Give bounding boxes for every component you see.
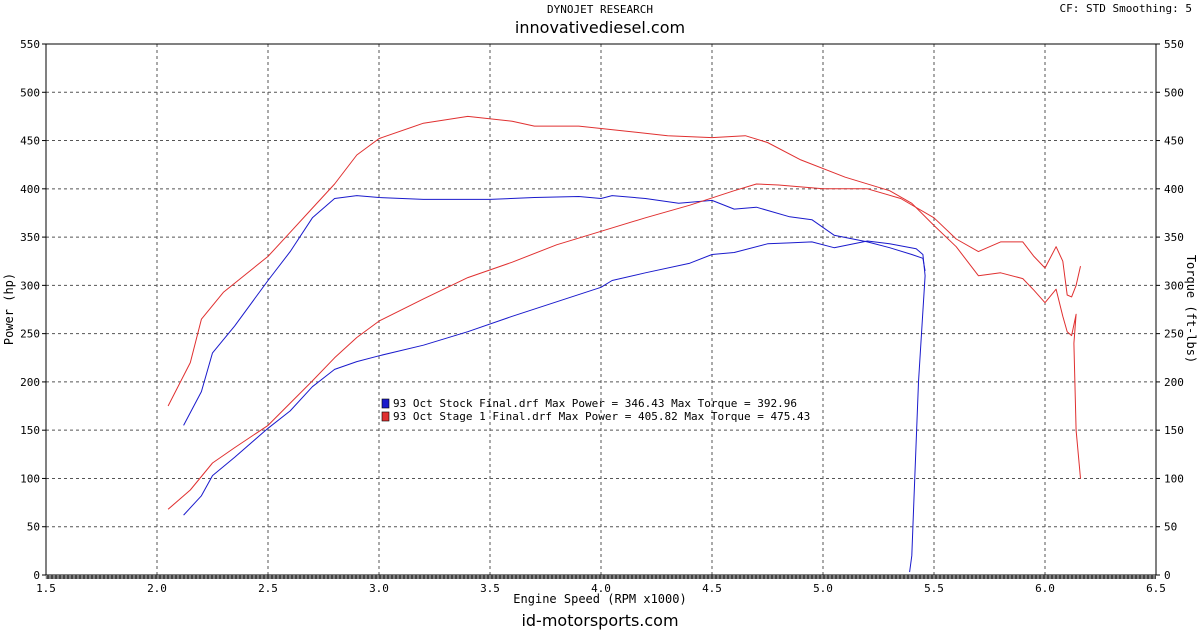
y2-axis-title: Torque (ft-lbs) xyxy=(1184,255,1198,363)
legend-swatch-stage1 xyxy=(381,411,390,422)
x-tick-label: 1.5 xyxy=(36,582,56,595)
y2-tick-label: 50 xyxy=(1164,521,1177,534)
y2-tick-label: 0 xyxy=(1164,569,1171,582)
y-tick-label: 350 xyxy=(20,231,40,244)
y-tick-label: 100 xyxy=(20,472,40,485)
y-tick-label: 200 xyxy=(20,376,40,389)
brand-label: DYNOJET RESEARCH xyxy=(547,3,653,16)
x-tick-label: 5.0 xyxy=(813,582,833,595)
y2-tick-label: 500 xyxy=(1164,86,1184,99)
legend-entry-stock: 93 Oct Stock Final.drf Max Power = 346.4… xyxy=(393,397,797,410)
y-tick-label: 500 xyxy=(20,86,40,99)
x-tick-label: 2.5 xyxy=(258,582,278,595)
y2-tick-label: 300 xyxy=(1164,279,1184,292)
x-tick-label: 3.0 xyxy=(369,582,389,595)
series-stage1-torque-line xyxy=(167,115,1081,479)
y2-tick-label: 100 xyxy=(1164,472,1184,485)
y2-tick-label: 450 xyxy=(1164,135,1184,148)
x-axis-bar xyxy=(46,575,1156,579)
series-stock-power-line xyxy=(183,240,926,573)
x-tick-label: 4.0 xyxy=(591,582,611,595)
y2-tick-label: 250 xyxy=(1164,328,1184,341)
legend-entry-stage1: 93 Oct Stage 1 Final.drf Max Power = 405… xyxy=(393,410,810,423)
x-tick-label: 4.5 xyxy=(702,582,722,595)
y-tick-label: 300 xyxy=(20,279,40,292)
y-tick-label: 50 xyxy=(27,521,40,534)
footer-site: id-motorsports.com xyxy=(521,611,679,630)
y-tick-label: 150 xyxy=(20,424,40,437)
legend: 93 Oct Stock Final.drf Max Power = 346.4… xyxy=(381,397,810,423)
series-stage1-power-line xyxy=(167,183,1081,510)
y-tick-label: 400 xyxy=(20,183,40,196)
x-axis-ticks: 1.5 2.0 2.5 3.0 3.5 4.0 4.5 5.0 5.5 6.0 6.5 xyxy=(36,582,1166,595)
x-tick-label: 5.5 xyxy=(924,582,944,595)
legend-swatch-stock xyxy=(381,398,390,409)
x-tick-label: 6.5 xyxy=(1146,582,1166,595)
y2-tick-label: 150 xyxy=(1164,424,1184,437)
y-tick-label: 0 xyxy=(33,569,40,582)
y2-tick-label: 550 xyxy=(1164,38,1184,51)
y2-axis-ticks: 0 50 100 150 200 250 300 350 400 450 500 550 xyxy=(1156,38,1184,582)
site-title: innovativediesel.com xyxy=(514,18,686,37)
y-tick-label: 250 xyxy=(20,328,40,341)
y2-tick-label: 200 xyxy=(1164,376,1184,389)
x-tick-label: 3.5 xyxy=(480,582,500,595)
series-stock-torque-line xyxy=(183,195,926,426)
settings-readout: CF: STD Smoothing: 5 xyxy=(1059,2,1192,15)
y2-tick-label: 400 xyxy=(1164,183,1184,196)
x-axis-title: Engine Speed (RPM x1000) xyxy=(513,592,686,606)
y-tick-label: 550 xyxy=(20,38,40,51)
y-tick-label: 450 xyxy=(20,135,40,148)
y2-tick-label: 350 xyxy=(1164,231,1184,244)
y-axis-ticks: 0 50 100 150 200 250 300 350 400 450 500 550 xyxy=(20,38,46,582)
series-lines xyxy=(167,115,1081,573)
grid xyxy=(46,44,1156,575)
plot-frame xyxy=(45,43,1157,579)
x-tick-label: 2.0 xyxy=(147,582,167,595)
y-axis-title: Power (hp) xyxy=(2,273,16,345)
x-tick-label: 6.0 xyxy=(1035,582,1055,595)
